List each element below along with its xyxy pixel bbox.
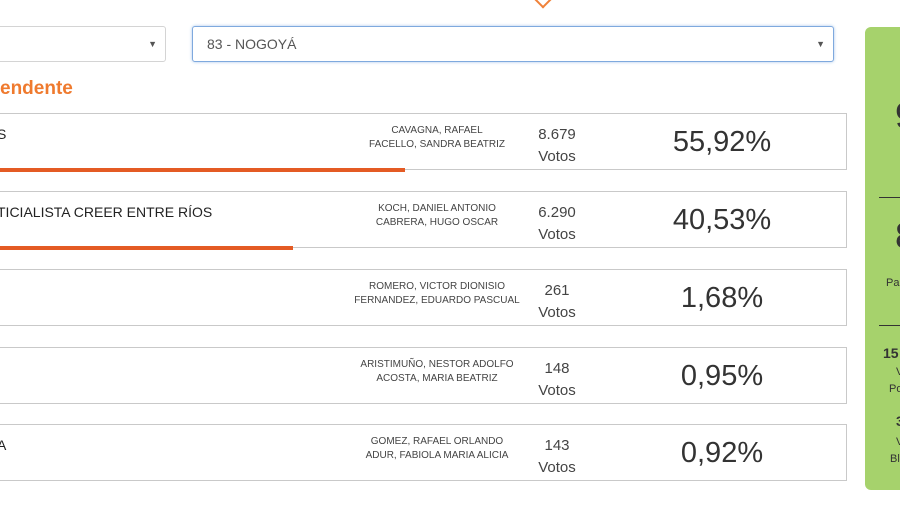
chevron-down-icon: ▼ [816,39,825,49]
vote-percent: 1,68% [680,282,764,314]
divider [879,325,900,326]
vote-count: 261 Votos [507,280,607,324]
divider [879,197,900,198]
summary-label: Bl [890,453,900,465]
vote-number: 143 [544,437,570,454]
summary-panel: 9 8 Pa 15 V Po 3 V Bl [865,27,900,490]
summary-big-number: 8 [895,215,900,257]
result-row: TICIALISTA CREER ENTRE RÍOS KOCH, DANIEL… [0,191,847,250]
vote-count: 8.679 Votos [507,124,607,168]
vote-count: 6.290 Votos [507,202,607,246]
candidate-name: CAVAGNA, RAFAEL [391,125,483,136]
chevron-down-icon [534,0,552,9]
vote-share-bar [0,168,405,172]
summary-label: Pa [886,277,900,289]
vote-number: 6.290 [538,204,576,221]
vote-percent: 55,92% [672,126,772,158]
party-name: TICIALISTA CREER ENTRE RÍOS [0,204,213,220]
votes-label: Votos [538,304,576,321]
vote-percent: 0,95% [680,360,764,392]
candidate-names: GOMEZ, RAFAEL ORLANDO ADUR, FABIOLA MARI… [287,435,587,463]
candidate-names: CAVAGNA, RAFAEL FACELLO, SANDRA BEATRIZ [287,124,587,152]
candidate-name: ARISTIMUÑO, NESTOR ADOLFO [360,359,514,370]
summary-label: V [896,436,900,448]
vote-percent: 40,53% [672,204,772,236]
summary-big-number: 9 [895,95,900,137]
candidate-name: ROMERO, VICTOR DIONISIO [369,281,505,292]
result-row: ARISTIMUÑO, NESTOR ADOLFO ACOSTA, MARIA … [0,347,847,404]
votes-label: Votos [538,226,576,243]
candidate-names: KOCH, DANIEL ANTONIO CABRERA, HUGO OSCAR [287,202,587,230]
vote-percent: 0,92% [680,437,764,469]
party-name: S [0,126,7,142]
candidate-name: FERNANDEZ, EDUARDO PASCUAL [354,295,520,306]
candidate-name: FACELLO, SANDRA BEATRIZ [369,139,505,150]
province-select[interactable]: ▼ [0,26,166,62]
votes-label: Votos [538,382,576,399]
candidate-name: ACOSTA, MARIA BEATRIZ [376,373,498,384]
summary-label: V [896,366,900,378]
vote-count: 143 Votos [507,435,607,479]
candidate-names: ROMERO, VICTOR DIONISIO FERNANDEZ, EDUAR… [287,280,587,308]
chevron-down-icon: ▼ [148,39,157,49]
summary-number: 3 [896,413,900,429]
vote-number: 261 [544,282,570,299]
section-title: endente [0,78,73,99]
vote-number: 148 [544,360,570,377]
result-row: ROMERO, VICTOR DIONISIO FERNANDEZ, EDUAR… [0,269,847,326]
result-row: A GOMEZ, RAFAEL ORLANDO ADUR, FABIOLA MA… [0,424,847,481]
vote-count: 148 Votos [507,358,607,402]
party-name: A [0,437,7,453]
votes-label: Votos [538,459,576,476]
department-select[interactable]: 83 - NOGOYÁ ▼ [192,26,834,62]
votes-label: Votos [538,148,576,165]
vote-number: 8.679 [538,126,576,143]
department-select-value: 83 - NOGOYÁ [207,36,297,52]
candidate-name: KOCH, DANIEL ANTONIO [378,203,496,214]
candidate-name: CABRERA, HUGO OSCAR [375,217,499,228]
candidate-names: ARISTIMUÑO, NESTOR ADOLFO ACOSTA, MARIA … [287,358,587,386]
summary-label: Po [889,383,900,395]
vote-share-bar [0,246,293,250]
candidate-name: GOMEZ, RAFAEL ORLANDO [370,436,504,447]
result-row: S CAVAGNA, RAFAEL FACELLO, SANDRA BEATRI… [0,113,847,172]
summary-number: 15 [883,345,899,361]
candidate-name: ADUR, FABIOLA MARIA ALICIA [365,450,509,461]
